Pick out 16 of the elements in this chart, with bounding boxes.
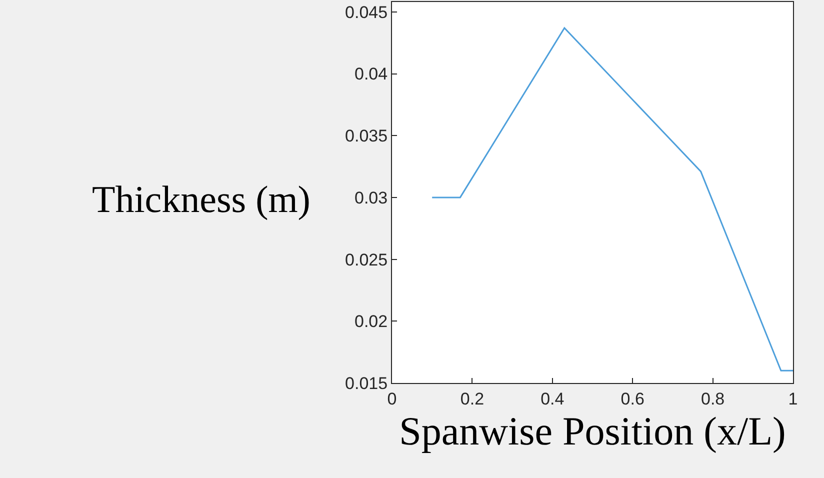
y-tick-label: 0.015: [345, 374, 388, 393]
x-axis-title: Spanwise Position (x/L): [399, 408, 786, 454]
x-tick-label: 0: [387, 389, 397, 408]
x-tick-label: 1: [788, 389, 798, 408]
x-tick-label: 0.8: [700, 389, 725, 408]
x-tick-label: 0.2: [460, 389, 484, 408]
line-series: [431, 27, 793, 372]
y-tick-label: 0.02: [354, 312, 388, 332]
y-tick-label: 0.045: [345, 2, 388, 22]
y-tick-label: 0.03: [354, 188, 388, 208]
y-tick-label: 0.035: [345, 126, 388, 146]
x-tick-label: 0.4: [540, 389, 564, 408]
y-axis-title: Thickness (m): [92, 179, 310, 221]
x-tick-label: 0.6: [620, 389, 644, 408]
y-tick-label: 0.04: [354, 64, 388, 84]
y-tick-label: 0.025: [345, 250, 388, 270]
